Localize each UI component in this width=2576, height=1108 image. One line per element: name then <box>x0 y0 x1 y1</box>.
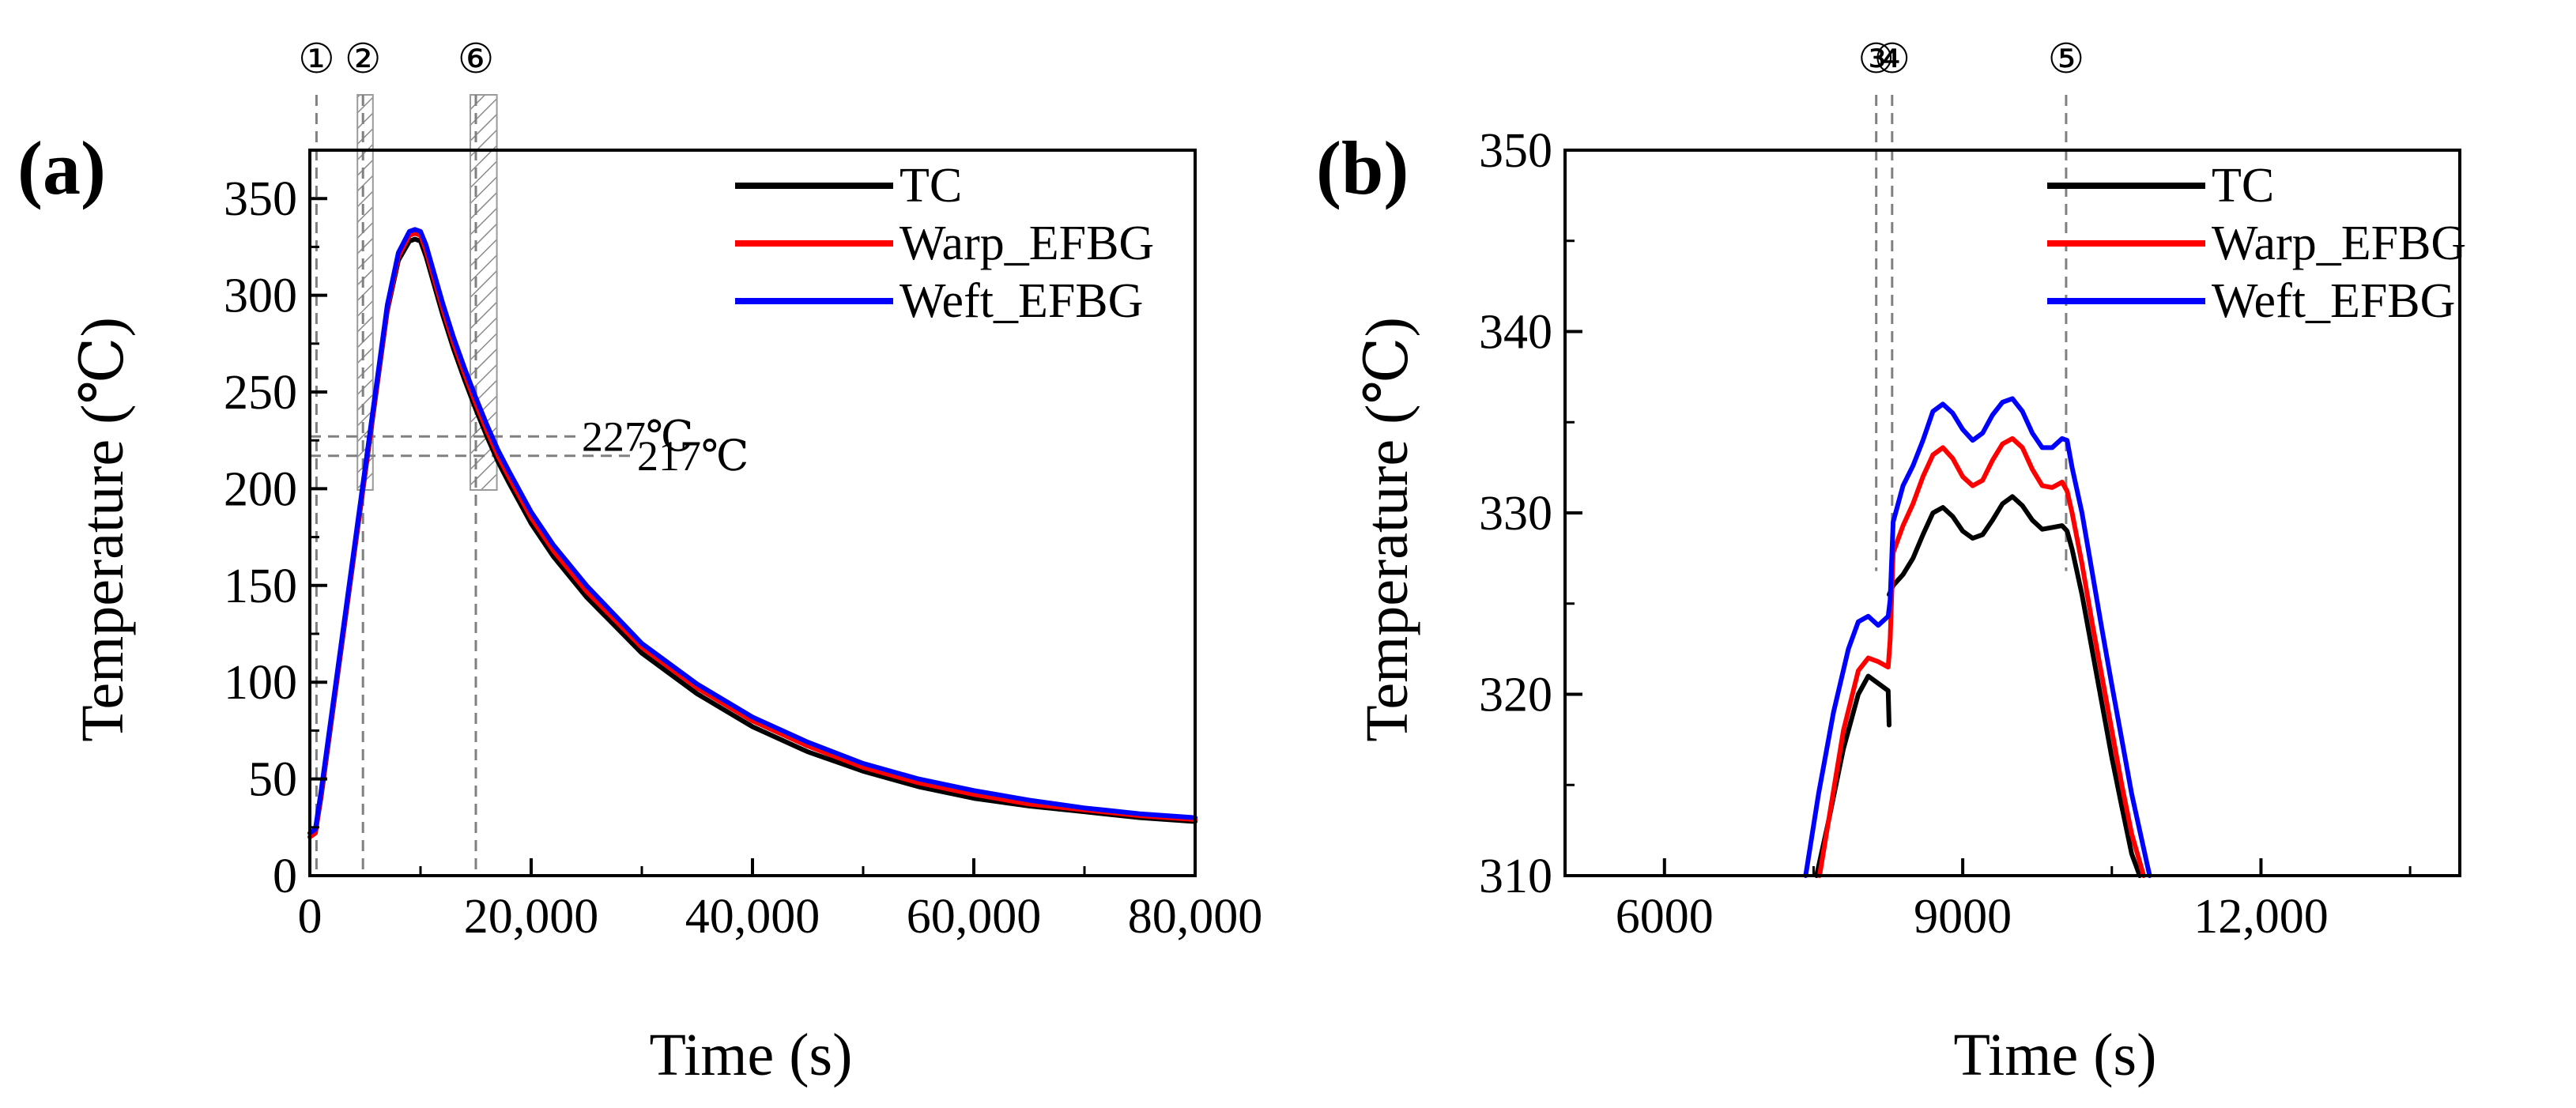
y-tick-label-b: 330 <box>1479 487 1552 541</box>
x-tick-label-a: 20,000 <box>464 890 599 944</box>
legend-label-weft-efbg: Weft_EFBG <box>900 274 1143 328</box>
series-line-warp-efbg <box>1817 435 2146 878</box>
series-line-tc <box>307 236 1197 839</box>
y-tick-label-a: 200 <box>224 462 297 516</box>
x-tick-label-b: 12,000 <box>2193 890 2329 944</box>
marker-label-a: ② <box>345 37 382 82</box>
marker-label-b: ④ <box>1873 37 1910 82</box>
legend-label-warp-efbg: Warp_EFBG <box>900 217 1154 270</box>
legend-label-tc: TC <box>2212 159 2274 213</box>
x-tick-label-a: 0 <box>298 890 322 944</box>
marker-label-a: ⑥ <box>458 37 495 82</box>
legend-label-warp-efbg: Warp_EFBG <box>2212 217 2466 270</box>
legend-label-tc: TC <box>900 159 962 213</box>
y-tick-label-a: 150 <box>224 560 297 613</box>
x-tick-label-b: 6000 <box>1616 890 1714 944</box>
x-axis-title-a: Time (s) <box>650 1022 853 1088</box>
y-tick-label-a: 350 <box>224 172 297 226</box>
x-tick-label-a: 60,000 <box>907 890 1042 944</box>
y-tick-label-a: 100 <box>224 656 297 710</box>
y-axis-title-a: Temperature (℃) <box>70 317 136 742</box>
legend-label-weft-efbg: Weft_EFBG <box>2212 274 2455 328</box>
marker-label-b: ⑤ <box>2048 37 2085 82</box>
series-line-weft-efbg <box>307 227 1197 836</box>
marker-label-b: ③ <box>1858 37 1895 82</box>
y-axis-title-b: Temperature (℃) <box>1354 317 1420 742</box>
x-tick-label-b: 9000 <box>1914 890 2012 944</box>
x-tick-label-a: 40,000 <box>685 890 820 944</box>
y-tick-label-b: 340 <box>1479 306 1552 360</box>
panel-label-a: (a) <box>17 126 106 210</box>
y-tick-label-a: 250 <box>224 366 297 420</box>
reference-label-a: 217℃ <box>637 432 749 480</box>
series-line-tc <box>1814 673 1891 878</box>
chart-panel-b: (b) ③④ ⑤ 6000 9000 12,000 310 320 330 340 350 Ti… <box>1316 37 2466 1088</box>
y-tick-label-b: 310 <box>1479 850 1552 903</box>
series-line-weft-efbg <box>1803 396 2152 878</box>
series-line-tc <box>1887 494 2142 878</box>
x-axis-title-b: Time (s) <box>1954 1022 2157 1088</box>
y-tick-label-a: 300 <box>224 269 297 323</box>
y-tick-label-b: 350 <box>1479 124 1552 178</box>
reference-label-a: 227℃ <box>582 413 693 460</box>
marker-label-a: ① <box>298 37 335 82</box>
x-tick-label-a: 80,000 <box>1128 890 1263 944</box>
y-tick-label-a: 0 <box>273 850 297 903</box>
y-tick-label-b: 320 <box>1479 669 1552 722</box>
y-tick-label-a: 50 <box>248 753 297 807</box>
panel-label-b: (b) <box>1316 126 1409 210</box>
